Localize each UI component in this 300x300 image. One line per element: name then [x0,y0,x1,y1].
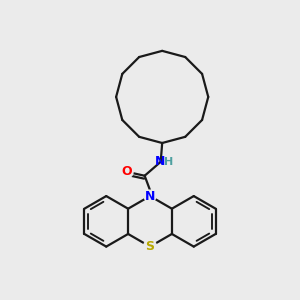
Text: O: O [122,165,132,178]
Text: H: H [164,158,174,167]
Text: S: S [146,240,154,253]
Circle shape [143,240,157,253]
Circle shape [144,190,156,202]
Text: N: N [155,155,165,168]
Circle shape [121,166,133,178]
Text: N: N [145,190,155,202]
